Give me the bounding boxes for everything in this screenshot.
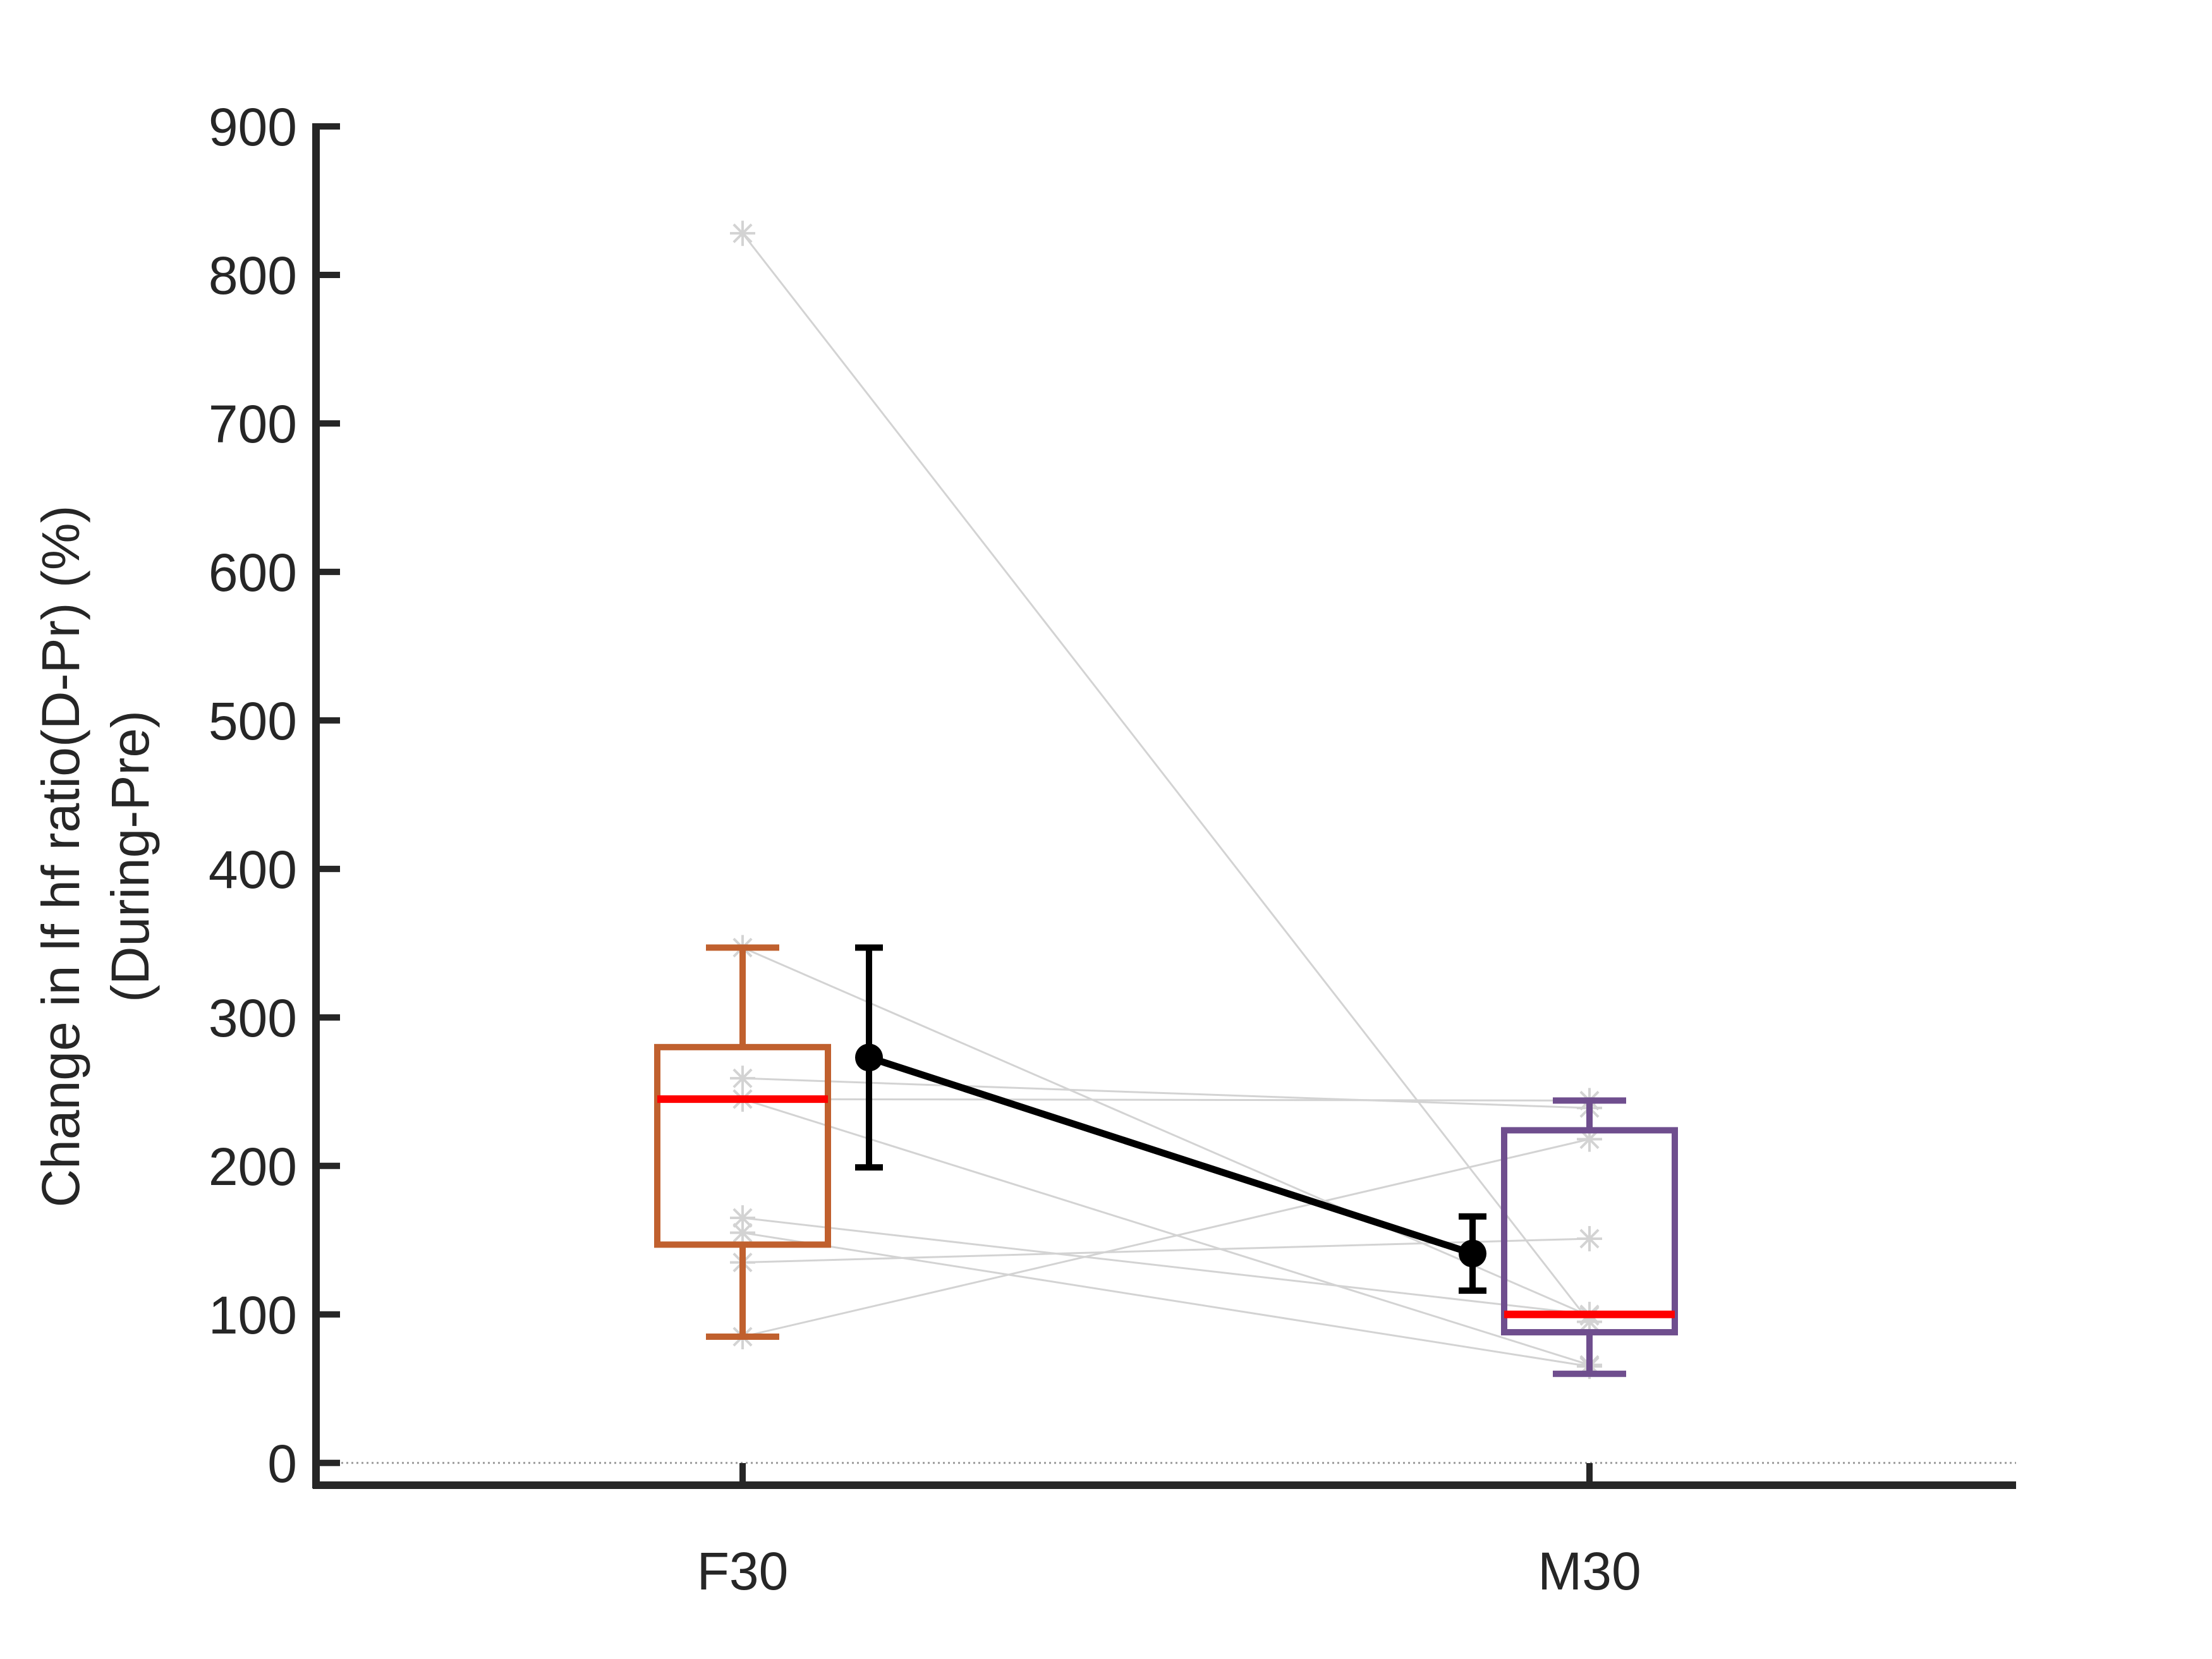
mean-point-f30 xyxy=(855,944,883,1171)
box-plots xyxy=(654,944,1678,1377)
y-axis-title-line-2: (During-Pre) xyxy=(100,710,160,1002)
y-tick-label-400: 400 xyxy=(209,840,297,899)
box-m30 xyxy=(1501,1097,1678,1377)
y-tick-label-900: 900 xyxy=(209,97,297,157)
paired-subject-lines xyxy=(741,233,1591,1368)
subject-line-3 xyxy=(742,1077,1590,1109)
box-f30 xyxy=(654,944,831,1340)
box-iqr xyxy=(1501,1127,1678,1335)
box-iqr xyxy=(654,1043,831,1248)
subject-line-2 xyxy=(742,947,1590,1317)
y-axis-title-line-1: Change in lf hf ratio(D-Pr) (%) xyxy=(31,506,90,1208)
subject-line-1 xyxy=(741,233,1591,1323)
subject-point-f30-3 xyxy=(730,1066,755,1091)
subject-points xyxy=(730,221,1602,1380)
mean-marker xyxy=(1459,1239,1486,1268)
subject-point-m30-7 xyxy=(1577,1225,1602,1251)
y-tick-label-800: 800 xyxy=(209,246,297,305)
mean-series xyxy=(855,944,1486,1294)
mean-point-m30 xyxy=(1459,1213,1486,1294)
subject-line-9 xyxy=(742,1098,1590,1102)
subject-point-f30-6 xyxy=(730,1220,755,1246)
y-tick-label-300: 300 xyxy=(209,988,297,1048)
subject-point-f30-1 xyxy=(730,221,755,246)
y-axis-ticks: 0 100 200 300 400 500 600 700 800 900 xyxy=(209,97,340,1493)
y-tick-label-500: 500 xyxy=(209,691,297,751)
axes xyxy=(312,123,2016,1489)
x-tick-label-f30: F30 xyxy=(697,1541,789,1601)
y-tick-label-700: 700 xyxy=(209,394,297,454)
mean-marker xyxy=(855,1043,883,1072)
y-tick-label-200: 200 xyxy=(209,1137,297,1196)
y-tick-label-600: 600 xyxy=(209,543,297,602)
x-tick-label-m30: M30 xyxy=(1538,1541,1641,1601)
subject-line-4 xyxy=(742,1098,1590,1366)
subject-line-6 xyxy=(742,1232,1590,1368)
mean-connector-line xyxy=(868,1054,1474,1257)
y-tick-label-100: 100 xyxy=(209,1285,297,1345)
subject-line-8 xyxy=(742,1138,1590,1338)
y-tick-label-0: 0 xyxy=(267,1434,297,1493)
x-axis-ticks: F30 M30 xyxy=(697,1463,1641,1601)
y-axis-title: Change in lf hf ratio(D-Pr) (%) (During-P… xyxy=(31,506,160,1208)
subject-line-5 xyxy=(742,1217,1590,1316)
